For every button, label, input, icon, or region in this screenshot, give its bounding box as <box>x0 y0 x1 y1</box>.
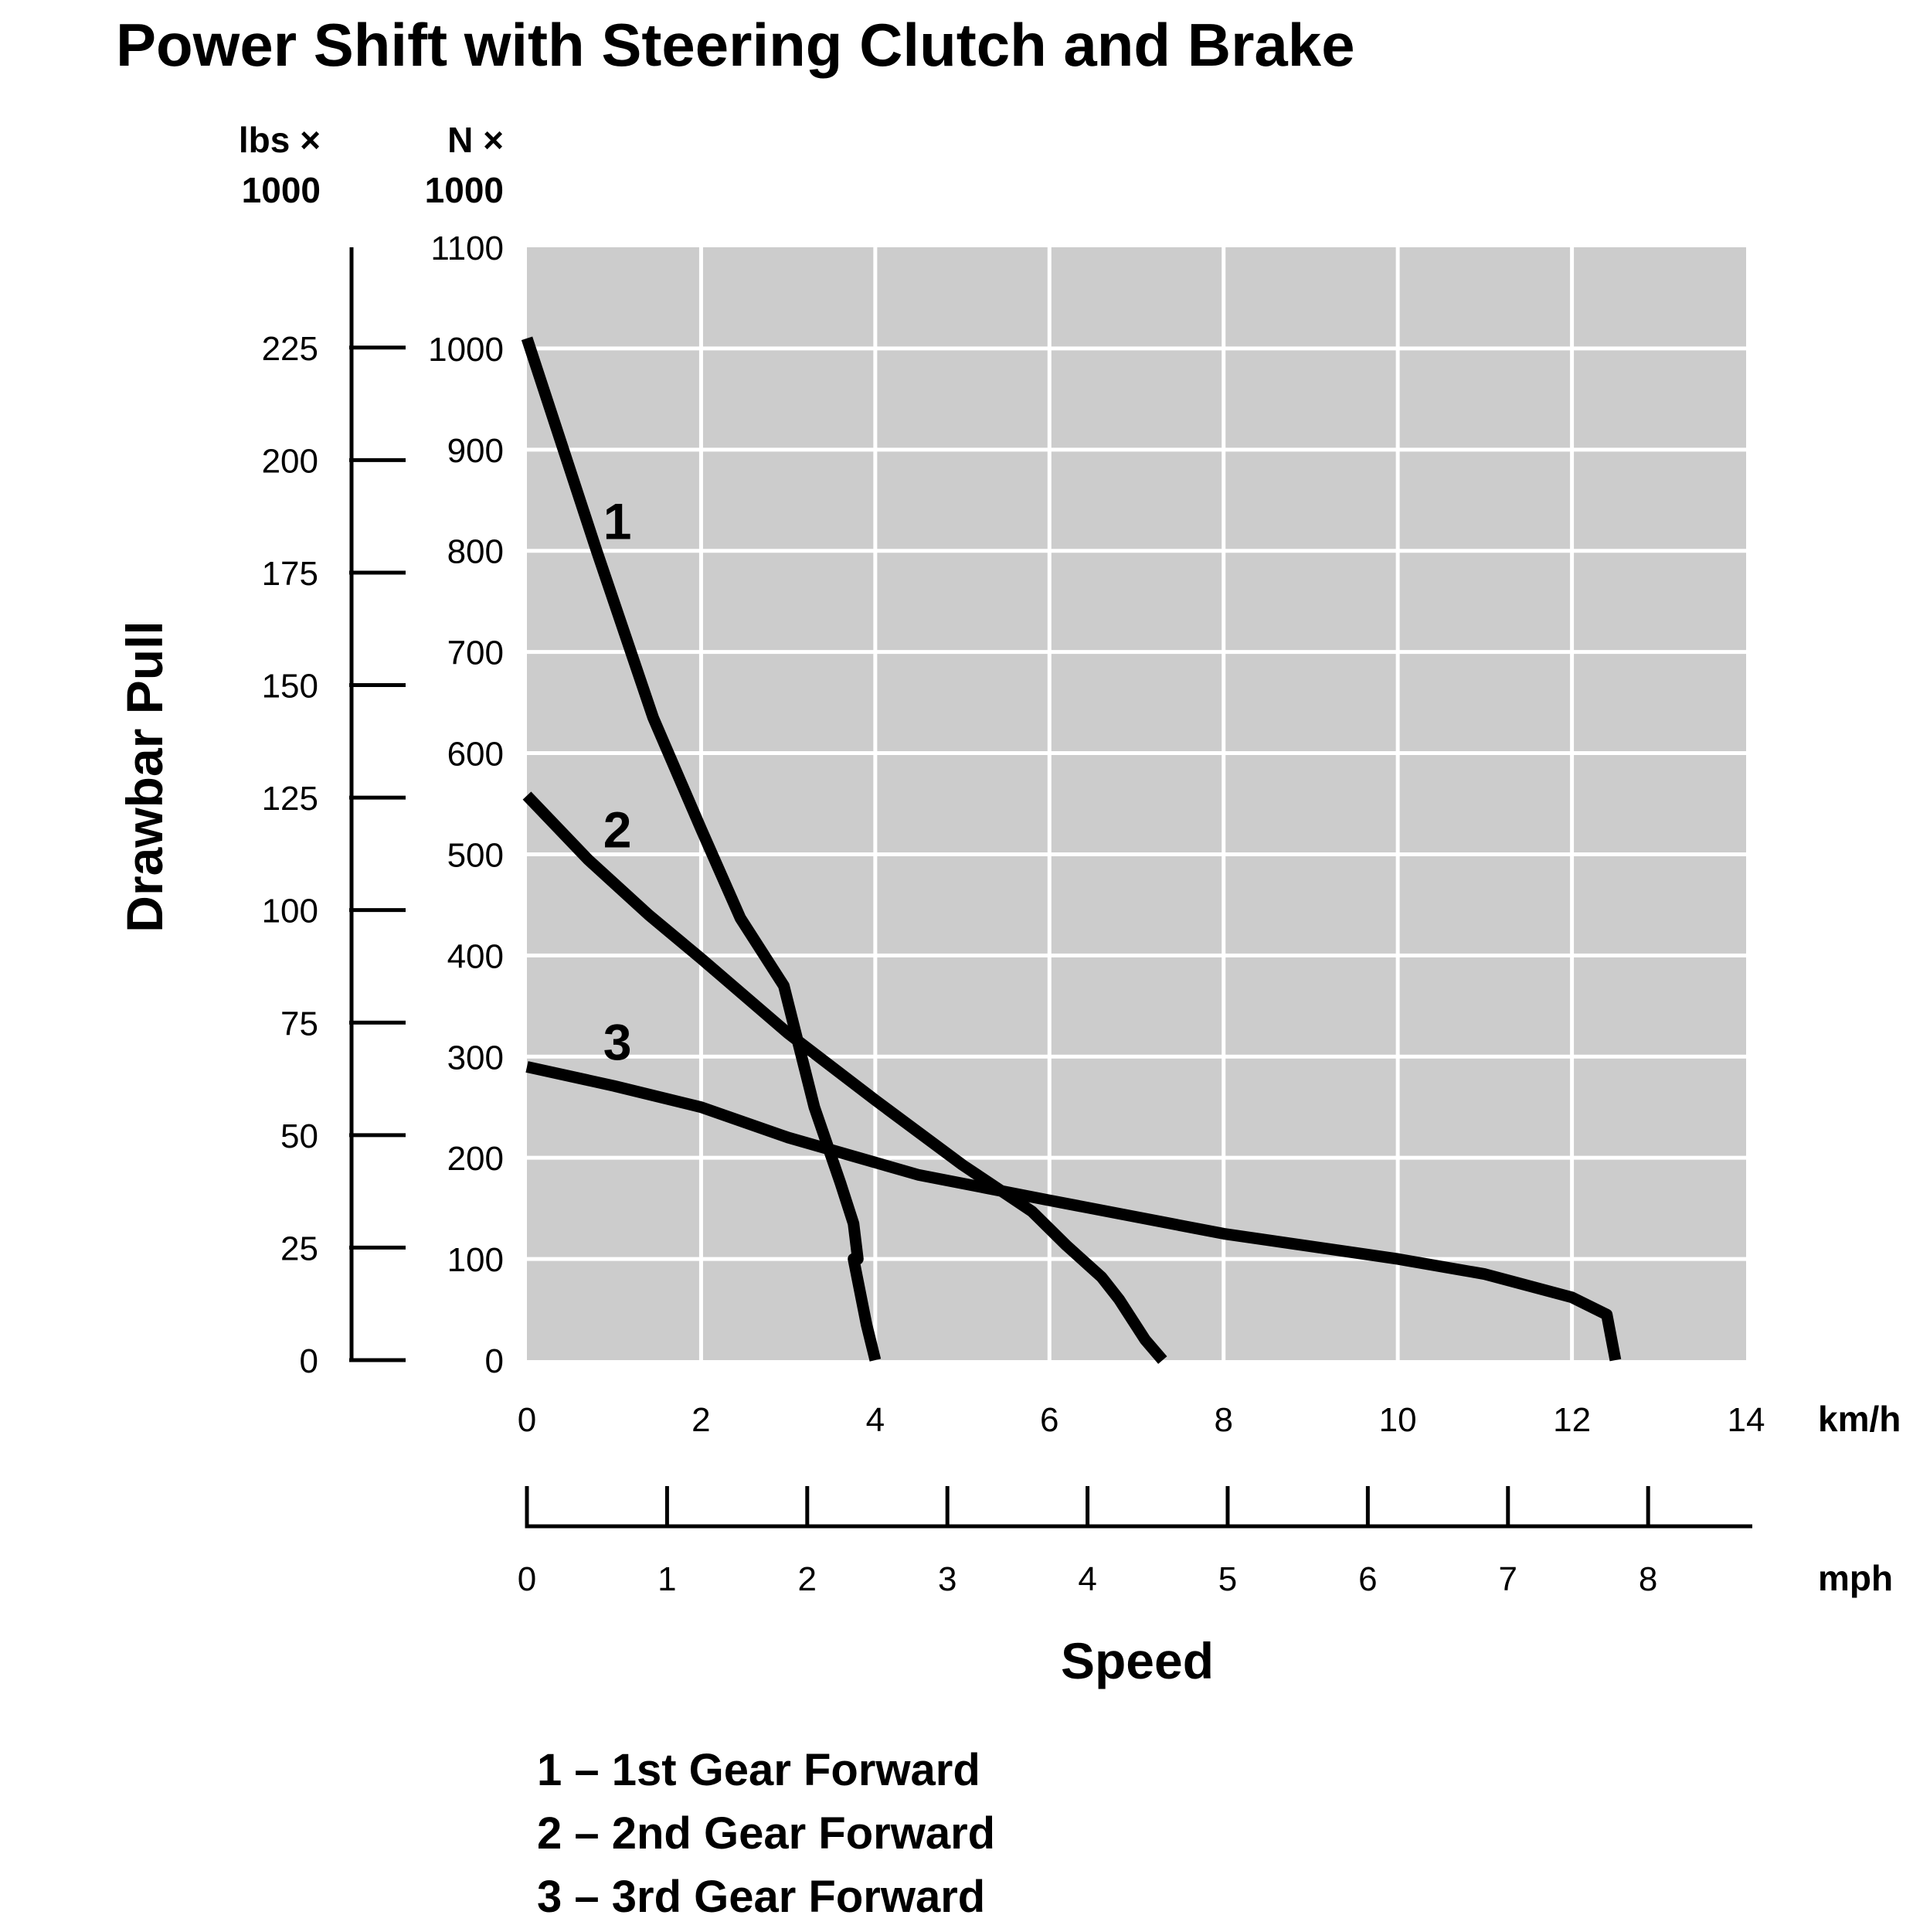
y-tick-label-n: 1000 <box>428 331 504 369</box>
x-tick-label-mph: 6 <box>1358 1560 1377 1598</box>
x-axis-title: Speed <box>1061 1632 1214 1689</box>
x-unit-primary: km/h <box>1818 1399 1901 1439</box>
y-tick-label-n: 500 <box>447 836 504 874</box>
y-unit-primary-line1: N × <box>447 120 504 160</box>
chart-title: Power Shift with Steering Clutch and Bra… <box>116 11 1355 79</box>
y-tick-label-n: 700 <box>447 634 504 672</box>
x-tick-label-mph: 5 <box>1218 1560 1237 1598</box>
y-axis-title: Drawbar Pull <box>116 621 173 932</box>
y-unit-primary-line2: 1000 <box>425 170 504 210</box>
y-tick-label-lbs: 150 <box>262 668 318 706</box>
x-tick-label-mph: 3 <box>938 1560 956 1598</box>
y-tick-label-lbs: 225 <box>262 330 318 368</box>
y-tick-label-n: 1100 <box>430 230 504 267</box>
series-line-2 <box>522 791 1167 1364</box>
y-tick-label-lbs: 200 <box>262 442 318 480</box>
y-unit-secondary-line1: lbs × <box>239 120 321 160</box>
series-label-3: 3 <box>603 1014 632 1071</box>
x-tick-label-mph: 2 <box>798 1560 817 1598</box>
series-lines: 1 2 3 <box>521 336 1622 1364</box>
x-tick-label-mph: 1 <box>657 1560 676 1598</box>
series-line-1 <box>521 336 882 1362</box>
x-tick-label-mph: 0 <box>518 1560 536 1598</box>
series-label-1: 1 <box>603 492 632 549</box>
x-tick-label-mph: 7 <box>1499 1560 1517 1598</box>
y-tick-label-lbs: 125 <box>262 780 318 818</box>
y-tick-label-n: 300 <box>447 1039 504 1077</box>
axes <box>349 247 1752 1529</box>
legend-item-1: 1 – 1st Gear Forward <box>537 1745 980 1795</box>
y-tick-label-n: 0 <box>485 1342 504 1380</box>
series-label-2: 2 <box>603 801 632 859</box>
x-tick-label-mph: 4 <box>1078 1560 1096 1598</box>
y-tick-label-lbs: 175 <box>262 555 318 593</box>
y-tick-label-lbs: 75 <box>280 1005 318 1043</box>
y-tick-label-lbs: 25 <box>280 1230 318 1267</box>
y-tick-label-n: 800 <box>447 533 504 571</box>
y-tick-label-lbs: 50 <box>280 1117 318 1155</box>
y-unit-secondary-line2: 1000 <box>242 170 321 210</box>
legend-item-3: 3 – 3rd Gear Forward <box>537 1872 985 1922</box>
x-tick-label-mph: 8 <box>1639 1560 1657 1598</box>
y-tick-label-n: 600 <box>447 736 504 774</box>
y-tick-label-n: 100 <box>447 1241 504 1279</box>
y-tick-label-n: 900 <box>447 432 504 470</box>
x-tick-label-kmh: 8 <box>1214 1401 1232 1439</box>
x-tick-label-kmh: 2 <box>691 1401 710 1439</box>
y-tick-label-n: 400 <box>447 937 504 975</box>
x-tick-label-kmh: 4 <box>866 1401 885 1439</box>
x-tick-label-kmh: 0 <box>518 1401 536 1439</box>
x-unit-secondary: mph <box>1818 1558 1893 1598</box>
plot-area <box>527 247 1746 1360</box>
x-tick-label-kmh: 12 <box>1553 1401 1591 1439</box>
x-tick-label-kmh: 10 <box>1379 1401 1417 1439</box>
x-tick-label-kmh: 6 <box>1040 1401 1058 1439</box>
series-line-3 <box>525 1061 1622 1362</box>
tick-labels: 0100200300400500600700800900100011000255… <box>262 230 1765 1598</box>
y-tick-label-n: 200 <box>447 1140 504 1178</box>
y-tick-label-lbs: 100 <box>262 893 318 930</box>
x-tick-label-kmh: 14 <box>1728 1401 1765 1439</box>
legend-item-2: 2 – 2nd Gear Forward <box>537 1808 995 1859</box>
grid-lines <box>527 247 1746 1360</box>
y-tick-label-lbs: 0 <box>300 1342 318 1380</box>
